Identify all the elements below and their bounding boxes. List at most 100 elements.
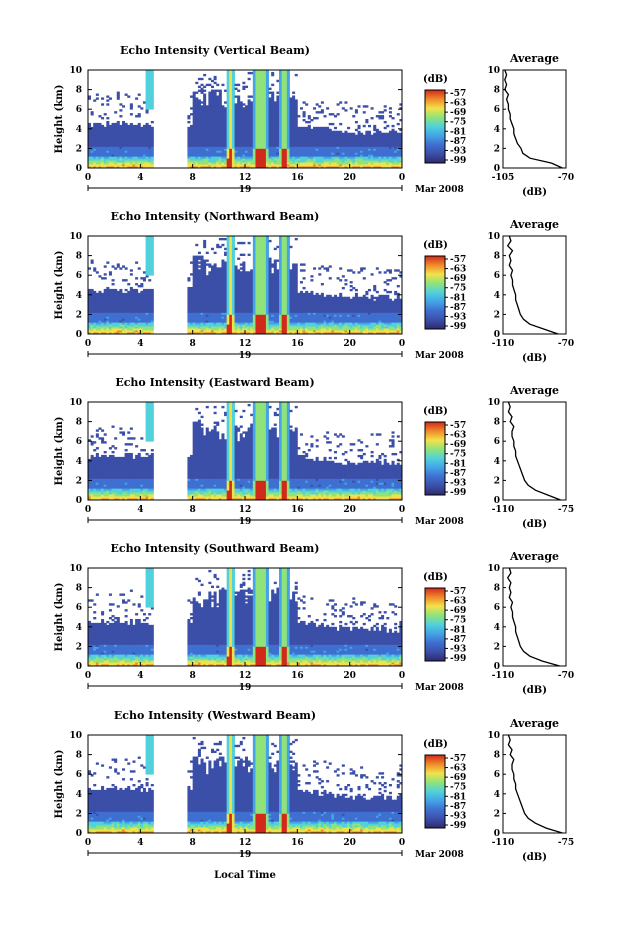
heatmap-cell: [148, 138, 152, 141]
heatmap-cell: [208, 166, 212, 169]
heatmap-cell: [132, 124, 136, 128]
heatmap-cell: [367, 156, 371, 159]
heatmap-cell: [145, 134, 149, 138]
heatmap-cell: [95, 300, 99, 304]
heatmap-cell: [90, 306, 94, 309]
heatmap-cell: [90, 126, 94, 130]
heatmap-cell: [281, 81, 285, 85]
heatmap-cell: [286, 156, 290, 159]
heatmap-cell: [213, 128, 217, 132]
heatmap-cell: [221, 154, 225, 157]
heatmap-cell: [124, 126, 128, 130]
heatmap-cell: [333, 115, 337, 118]
heatmap-cell: [299, 132, 303, 136]
heatmap-cell: [273, 103, 277, 106]
average-title: Average: [509, 52, 559, 65]
heatmap-cell: [394, 132, 398, 136]
heatmap-cell: [336, 103, 340, 106]
heatmap-cell: [318, 152, 322, 155]
panel-title: Echo Intensity (Vertical Beam): [120, 44, 310, 57]
heatmap-cell: [245, 140, 249, 143]
heatmap-cell: [93, 136, 97, 139]
heatmap-cell: [239, 115, 243, 118]
heatmap-cell: [88, 138, 92, 141]
heatmap-cell: [111, 146, 115, 149]
heatmap-cell: [213, 150, 217, 153]
heatmap-cell: [95, 164, 99, 167]
heatmap-cell: [208, 140, 212, 143]
heatmap-cell: [268, 117, 272, 120]
heatmap-cell: [320, 130, 324, 134]
heatmap-cell: [318, 136, 322, 139]
heatmap-cell: [279, 85, 283, 89]
heatmap-cell: [362, 140, 366, 143]
heatmap-cell: [247, 166, 251, 169]
heatmap-cell: [140, 136, 144, 139]
heatmap-cell: [281, 156, 285, 159]
heatmap-cell: [381, 166, 385, 169]
heatmap-cell: [365, 119, 369, 122]
heatmap-cell: [281, 122, 285, 126]
heatmap-cell: [140, 294, 144, 298]
heatmap-cell: [88, 296, 92, 300]
heatmap-cell: [234, 107, 238, 110]
heatmap-cell: [242, 122, 246, 126]
heatmap-cell: [242, 109, 246, 112]
heatmap-cell: [114, 160, 118, 163]
heatmap-cell: [260, 73, 264, 77]
heatmap-cell: [307, 152, 311, 155]
heatmap-cell: [108, 322, 112, 325]
heatmap-cell: [226, 89, 230, 92]
heatmap-cell: [391, 152, 395, 155]
heatmap-cell: [391, 132, 395, 136]
heatmap-cell: [391, 166, 395, 169]
heatmap-cell: [127, 144, 131, 147]
heatmap-cells: [88, 70, 403, 169]
heatmap-cell: [88, 300, 92, 304]
heatmap-cell: [218, 245, 222, 249]
heatmap-cell: [95, 130, 99, 134]
heatmap-cell: [294, 73, 298, 77]
heatmap-cell: [187, 277, 191, 280]
heatmap-cell: [127, 314, 131, 317]
heatmap-cell: [124, 146, 128, 149]
heatmap-cell: [95, 132, 99, 136]
heatmap-cell: [279, 117, 283, 120]
heatmap-cell: [310, 132, 314, 136]
heatmap-cell: [354, 152, 358, 155]
heatmap-cell: [142, 126, 146, 130]
heatmap-cell: [116, 320, 120, 323]
heatmap-cell: [302, 115, 306, 118]
heatmap-cell: [252, 140, 256, 143]
heatmap-cell: [255, 142, 259, 145]
heatmap-cell: [396, 166, 400, 169]
heatmap-cell: [190, 146, 194, 149]
heatmap-cell: [218, 109, 222, 112]
heatmap-cell: [339, 156, 343, 159]
heatmap-cell: [341, 158, 345, 161]
heatmap-cell: [255, 158, 259, 161]
heatmap-cell: [394, 134, 398, 138]
heatmap-cell: [205, 115, 209, 118]
heatmap-cell: [221, 160, 225, 163]
heatmap-cell: [106, 312, 110, 315]
heatmap-cell: [195, 148, 199, 151]
heatmap-cell: [145, 322, 149, 325]
heatmap-cell: [218, 126, 222, 130]
heatmap-cell: [142, 318, 146, 321]
heatmap-cell: [218, 130, 222, 134]
heatmap-cell: [388, 160, 392, 163]
heatmap-cell: [197, 99, 201, 102]
heatmap-cell: [289, 136, 293, 139]
heatmap-cell: [294, 142, 298, 145]
heatmap-cell: [284, 109, 288, 112]
heatmap-cell: [116, 130, 120, 134]
heatmap-cell: [203, 103, 207, 106]
heatmap-cell: [252, 152, 256, 155]
heatmap-cell: [208, 83, 212, 87]
heatmap-cell: [101, 162, 105, 165]
heatmap-cell: [250, 164, 254, 167]
heatmap-cell: [90, 312, 94, 315]
heatmap-cell: [150, 134, 154, 138]
heatmap-cell: [297, 160, 301, 163]
